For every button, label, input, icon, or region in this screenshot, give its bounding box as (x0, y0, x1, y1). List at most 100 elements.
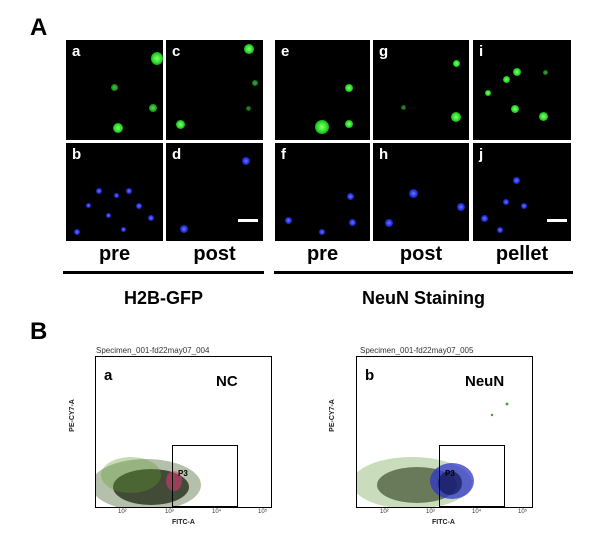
x-axis-label: FITC-A (172, 519, 195, 526)
cell (345, 84, 353, 92)
panel-letter: j (479, 146, 484, 163)
flow-plot-b: b NeuN P3 (356, 356, 533, 508)
cell (453, 60, 460, 67)
cell (176, 120, 185, 129)
cell (113, 123, 123, 133)
cell (457, 203, 465, 211)
cell (244, 44, 254, 54)
cell (503, 76, 510, 83)
cell (106, 213, 111, 218)
group-line-right (274, 271, 573, 274)
micrograph-c: c (166, 40, 263, 140)
cell (180, 225, 188, 233)
condition-label-pellet: pellet (495, 243, 549, 265)
cell (285, 217, 292, 224)
micrograph-a: a (66, 40, 163, 140)
condition-label-pre: pre (98, 243, 131, 265)
section-label-b: B (30, 318, 48, 345)
group-label-neun: NeuN Staining (361, 288, 485, 308)
cell (319, 229, 325, 235)
tick-label: 10⁴ (472, 509, 482, 515)
cell (111, 84, 118, 91)
x-axis-label: FITC-A (432, 519, 455, 526)
cell (148, 215, 154, 221)
micrograph-j: j (473, 143, 571, 241)
gate-label: P3 (445, 469, 455, 478)
panel-letter: e (281, 43, 290, 60)
cell (513, 68, 521, 76)
plot-title: Specimen_001-fd22may07_005 (360, 346, 474, 355)
cell (345, 120, 353, 128)
tick-label: 10³ (426, 509, 435, 515)
cell (121, 227, 126, 232)
plot-letter: b (365, 367, 375, 384)
cell (539, 112, 548, 121)
cell (451, 112, 461, 122)
group-label-h2b-gfp: H2B-GFP (123, 288, 203, 308)
cell (74, 229, 80, 235)
gate-p3 (172, 445, 238, 507)
tick-label: 10⁵ (518, 509, 528, 515)
gate-label: P3 (178, 469, 188, 478)
panel-letter: d (172, 146, 182, 163)
cell (385, 219, 393, 227)
panel-letter: a (72, 43, 81, 60)
cell (513, 177, 520, 184)
panel-letter: f (281, 146, 286, 163)
scatter-cloud (357, 402, 509, 507)
panel-letter: b (72, 146, 82, 163)
cell (485, 90, 491, 96)
condition-label-post: post (399, 243, 443, 265)
cell (149, 104, 157, 112)
plot-title: Specimen_001-fd22may07_004 (96, 346, 210, 355)
y-axis-label: PE-CY7-A (68, 399, 76, 432)
cell (521, 203, 527, 209)
micrograph-i: i (473, 40, 571, 140)
cell (347, 193, 354, 200)
condition-label-pre: pre (306, 243, 339, 265)
plot-letter: a (104, 367, 113, 384)
panel-letter: h (379, 146, 389, 163)
cell (401, 105, 406, 110)
cell (86, 203, 91, 208)
tick-label: 10³ (165, 509, 174, 515)
micrograph-h: h (373, 143, 469, 241)
tick-label: 10² (380, 509, 389, 515)
micrograph-f: f (275, 143, 370, 241)
micrograph-b: b (66, 143, 163, 241)
plot-tag-neun: NeuN (465, 373, 505, 390)
cell (114, 193, 119, 198)
cell (242, 157, 250, 165)
cell (481, 215, 488, 222)
tick-label: 10⁵ (258, 509, 268, 515)
cell (409, 189, 418, 198)
cell (126, 188, 132, 194)
cell (511, 105, 519, 113)
panel-letter: i (479, 43, 484, 60)
section-label-a: A (30, 14, 48, 41)
scatter-cloud (96, 457, 201, 507)
condition-label-post: post (193, 243, 236, 265)
micrograph-d: d (166, 143, 263, 241)
tick-label: 10² (118, 509, 127, 515)
y-axis-label: PE-CY7-A (328, 399, 336, 432)
cell (252, 80, 258, 86)
scale-bar (547, 219, 567, 222)
cell (503, 199, 509, 205)
cell (497, 227, 503, 233)
micrograph-g: g (373, 40, 469, 140)
gate-p3 (439, 445, 505, 507)
cell (543, 70, 548, 75)
micrograph-e: e (275, 40, 370, 140)
cell (246, 106, 251, 111)
panel-letter: c (172, 43, 181, 60)
plot-tag-nc: NC (216, 373, 238, 390)
cell (151, 52, 163, 65)
group-line-left (63, 271, 264, 274)
cell (96, 188, 102, 194)
scale-bar (238, 219, 258, 222)
cell (136, 203, 142, 209)
panel-letter: g (379, 43, 389, 60)
cell (349, 219, 356, 226)
tick-label: 10⁴ (212, 509, 222, 515)
